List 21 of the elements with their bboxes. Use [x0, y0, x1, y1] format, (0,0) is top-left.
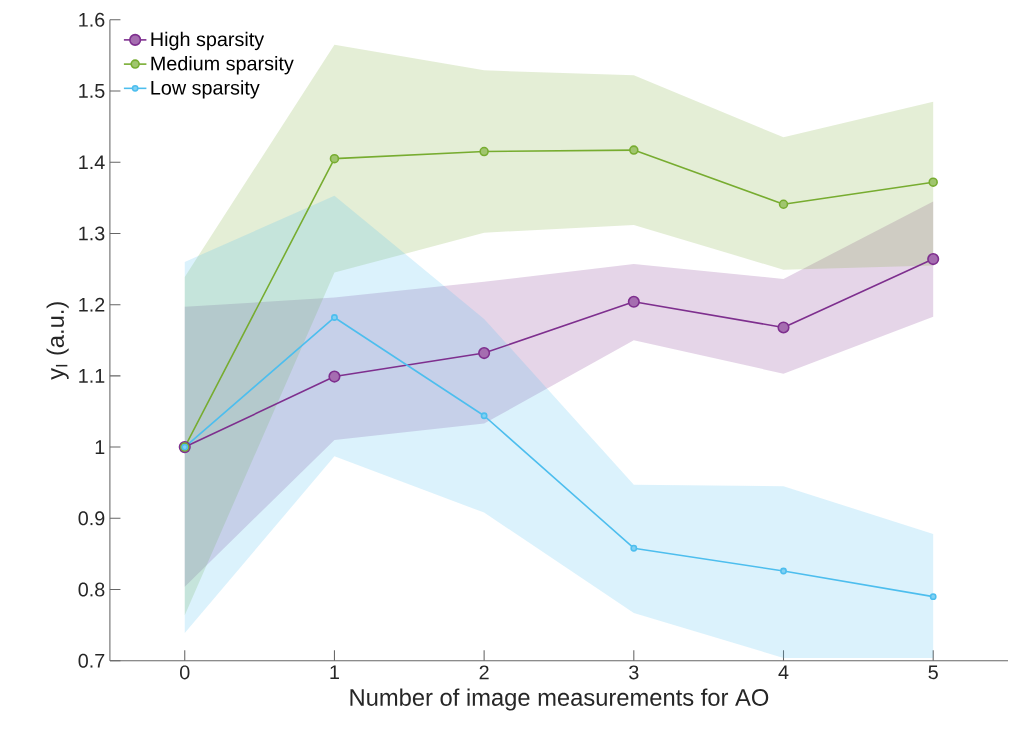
y-tick-label: 0.8 [78, 582, 105, 597]
y-tick-label: 1.6 [79, 12, 105, 27]
legend-label: Medium sparsity [151, 56, 294, 75]
x-tick-label: 3 [629, 665, 639, 680]
legend-label: Low sparsity [151, 80, 260, 99]
y-tick-label: 0.9 [78, 511, 105, 526]
x-tick-label: 1 [330, 665, 339, 680]
x-tick-label: 2 [479, 665, 489, 680]
x-axis-title: Number of image measurements for AO [350, 688, 769, 711]
y-tick-label: 1.5 [79, 84, 105, 98]
legend-label: High sparsity [151, 31, 265, 51]
y-tick-label: 0.7 [78, 653, 105, 668]
x-tick-label: 0 [180, 665, 190, 680]
y-axis-title: y$_{I}$ (a.u.) [46, 302, 69, 380]
y-tick-label: 1.1 [79, 369, 105, 383]
x-tick-label: 5 [928, 665, 938, 680]
y-tick-label: 1.4 [79, 155, 105, 170]
x-tick-label: 4 [778, 665, 789, 680]
y-tick-label: 1.3 [79, 226, 105, 241]
y-tick-label: 1.2 [79, 297, 105, 312]
y-tick-label: 1 [95, 440, 105, 454]
